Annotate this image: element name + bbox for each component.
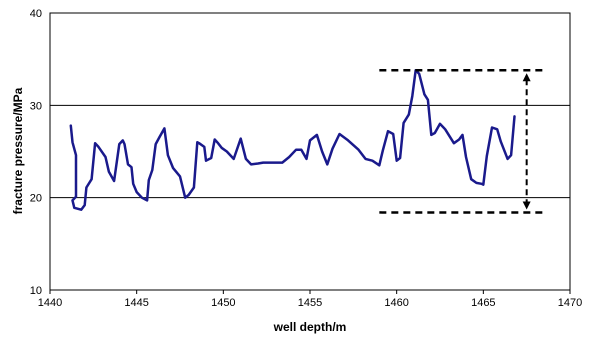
x-tick-label: 1450 [211, 297, 235, 309]
range-arrow-up-head [522, 73, 531, 82]
x-tick-labels: 1440 1445 1450 1455 1460 1465 1470 [38, 297, 582, 309]
x-tick-label: 1440 [38, 297, 62, 309]
horizontal-gridlines [50, 104, 570, 199]
range-arrow-down-head [522, 201, 531, 210]
y-tick-label: 30 [30, 100, 42, 112]
y-tick-label: 20 [30, 193, 42, 205]
x-axis-title: well depth/m [273, 320, 347, 334]
x-tick-label: 1460 [384, 297, 408, 309]
range-annotation [379, 68, 544, 214]
x-tick-label: 1465 [471, 297, 495, 309]
x-tick-label: 1470 [558, 297, 582, 309]
y-tick-label: 10 [30, 285, 42, 297]
plot-area-frame [49, 12, 571, 291]
x-tick-label: 1455 [298, 297, 322, 309]
fracture-pressure-line [69, 68, 516, 211]
y-axis-title: fracture pressure/MPa [11, 87, 25, 214]
y-tick-labels: 10 20 30 40 [30, 8, 42, 297]
x-tick-marks [49, 290, 571, 294]
x-tick-label: 1445 [124, 297, 148, 309]
y-tick-label: 40 [30, 8, 42, 20]
